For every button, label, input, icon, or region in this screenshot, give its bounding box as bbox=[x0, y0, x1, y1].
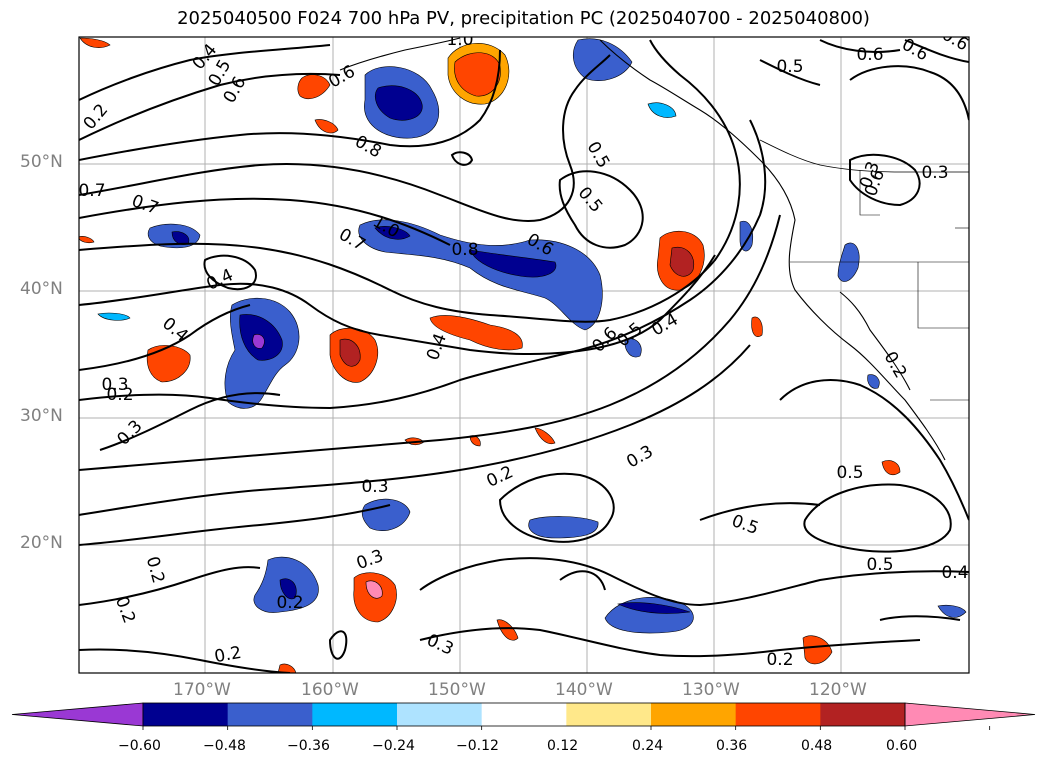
colorbar-segment bbox=[312, 703, 398, 726]
map-title: 2025040500 F024 700 hPa PV, precipitatio… bbox=[177, 8, 870, 29]
colorbar-segment bbox=[735, 703, 821, 726]
lon-label-120w: 120°W bbox=[809, 680, 867, 700]
lon-label-150w: 150°W bbox=[428, 680, 486, 700]
contour-label: 0.6 bbox=[856, 45, 883, 65]
contour-label: 0.2 bbox=[276, 593, 303, 613]
colorbar-extend-low bbox=[11, 702, 144, 727]
contour-label: 0.2 bbox=[766, 650, 793, 670]
colorbar-tick-label: −0.60 bbox=[118, 738, 161, 754]
lon-label-130w: 130°W bbox=[682, 680, 740, 700]
colorbar-segment bbox=[227, 703, 313, 726]
lat-label-30n: 30°N bbox=[20, 406, 63, 426]
colorbar-extend-high bbox=[904, 702, 1036, 727]
colorbar-tick-label: 0.60 bbox=[886, 738, 918, 754]
map-area bbox=[79, 37, 969, 673]
contour-label: 0.5 bbox=[776, 57, 803, 77]
colorbar-tick-label: −0.48 bbox=[203, 738, 246, 754]
colorbar-segment bbox=[397, 703, 483, 726]
contour-label: 0.5 bbox=[836, 463, 863, 483]
lat-label-40n: 40°N bbox=[20, 279, 63, 299]
lon-label-170w: 170°W bbox=[173, 680, 231, 700]
colorbar bbox=[11, 702, 1036, 730]
colorbar-tick-label: −0.24 bbox=[372, 738, 415, 754]
contour-label: 0.4 bbox=[941, 563, 968, 583]
contour-label: 1.0 bbox=[446, 30, 473, 50]
lat-label-50n: 50°N bbox=[20, 152, 63, 172]
colorbar-segment bbox=[481, 703, 567, 726]
contour-label: 0.3 bbox=[101, 375, 128, 395]
colorbar-tick-label: −0.12 bbox=[456, 738, 499, 754]
contour-label: 0.2 bbox=[213, 643, 243, 667]
colorbar-frame bbox=[142, 702, 906, 727]
colorbar-tick-label: 0.12 bbox=[547, 738, 579, 754]
pv-contours bbox=[79, 39, 969, 673]
contour-label: 0.3 bbox=[361, 477, 388, 497]
contour-label: 0.5 bbox=[866, 555, 893, 575]
lon-label-160w: 160°W bbox=[301, 680, 359, 700]
lon-label-140w: 140°W bbox=[555, 680, 613, 700]
contour-label: 0.2 bbox=[106, 385, 133, 405]
map-frame bbox=[78, 36, 970, 674]
colorbar-tick-label: 0.36 bbox=[716, 738, 748, 754]
contour-label: 0.3 bbox=[921, 163, 948, 183]
contour-label: 0.8 bbox=[451, 240, 478, 260]
colorbar-segment bbox=[566, 703, 652, 726]
colorbar-segment bbox=[143, 703, 229, 726]
contour-label: 0.7 bbox=[78, 181, 105, 201]
precip-anomaly-shading bbox=[79, 37, 967, 673]
colorbar-tick-label: 0.48 bbox=[801, 738, 833, 754]
colorbar-segment bbox=[820, 703, 906, 726]
lat-label-20n: 20°N bbox=[20, 533, 63, 553]
colorbar-segment bbox=[651, 703, 737, 726]
coastlines bbox=[339, 37, 969, 461]
colorbar-tick-label: −0.36 bbox=[287, 738, 330, 754]
colorbar-tick-label: 0.24 bbox=[632, 738, 664, 754]
